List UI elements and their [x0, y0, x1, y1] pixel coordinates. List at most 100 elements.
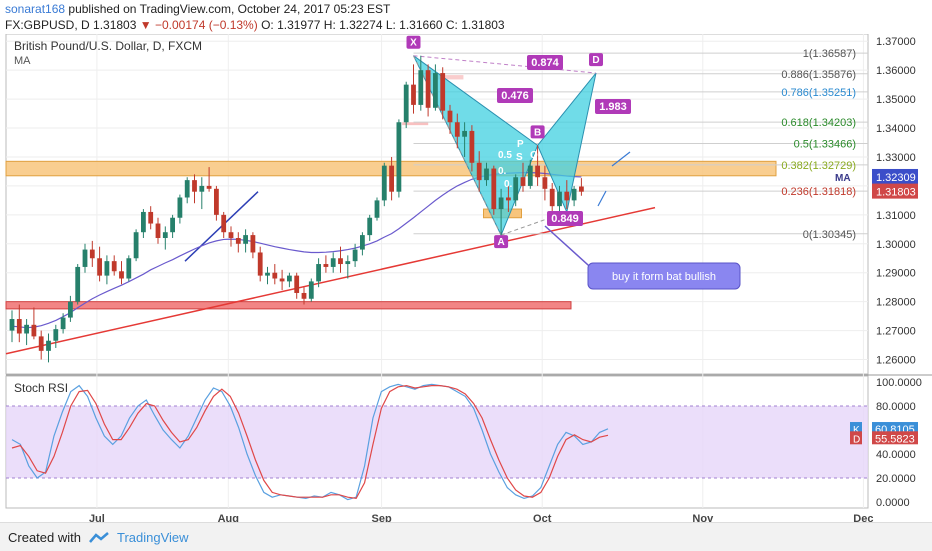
candle-body — [462, 130, 467, 137]
candle-body — [418, 70, 424, 105]
chart-title: British Pound/U.S. Dollar, D, FXCM — [14, 39, 202, 53]
candle-body — [97, 258, 102, 276]
stoch-y-tick-label: 40.0000 — [876, 449, 916, 461]
fib-level-label: 0.236(1.31818) — [781, 186, 856, 198]
candle-body — [301, 292, 307, 299]
candle-body — [352, 249, 358, 262]
callout-text: buy it form bat bullish — [612, 271, 716, 283]
last-price-value: 1.31803 — [876, 187, 916, 199]
candle-body — [75, 266, 81, 302]
small-zone — [402, 122, 429, 126]
tradingview-logo-icon — [89, 532, 109, 543]
author-name[interactable]: sonarat168 — [5, 2, 66, 16]
candle-body — [243, 235, 248, 244]
d-value-badge — [872, 431, 918, 445]
candle-body — [389, 165, 394, 192]
y-tick-label: 1.36000 — [876, 65, 916, 77]
candle-body — [221, 214, 227, 233]
pattern-annotation: 0.5 — [498, 150, 512, 161]
stoch-d-line — [11, 384, 609, 500]
fib-level-label: 0.786(1.35251) — [781, 87, 856, 99]
y-tick-label: 1.26000 — [876, 355, 916, 367]
candle-body — [579, 186, 584, 192]
pattern-annotation: Q — [530, 150, 538, 161]
candle-body — [535, 165, 540, 178]
tradingview-brand[interactable]: TradingView — [117, 530, 189, 545]
stoch-y-tick-label: 100.0000 — [876, 377, 922, 389]
candle-body — [46, 340, 51, 351]
candle-body — [323, 264, 329, 267]
candle-body — [308, 281, 314, 299]
candle-body — [16, 319, 22, 334]
candle-body — [425, 70, 431, 108]
candle-body — [440, 73, 446, 111]
candle-body — [60, 317, 66, 330]
y-tick-label: 1.27000 — [876, 326, 916, 338]
pattern-bcd — [537, 72, 597, 214]
candle-body — [250, 235, 256, 253]
candle-body — [111, 261, 117, 272]
k-tag-label: K — [853, 425, 860, 436]
pattern-point-label: X — [410, 38, 417, 49]
candle-body — [199, 185, 205, 192]
indicator-label: MA — [14, 55, 31, 67]
stoch-title: Stoch RSI — [14, 381, 68, 395]
stoch-y-tick-label: 20.0000 — [876, 473, 916, 485]
candle-body — [513, 177, 519, 201]
candle-body — [374, 200, 380, 218]
d-tag — [850, 431, 862, 445]
last-price: 1.31803 — [93, 18, 137, 32]
candle-body — [214, 188, 219, 215]
y-tick-label: 1.34000 — [876, 123, 916, 135]
candle-body — [330, 258, 336, 267]
candle-body — [133, 232, 139, 259]
last-price-badge — [872, 183, 918, 199]
ma-price-value: 1.32309 — [876, 172, 916, 184]
x-point-zone — [435, 75, 464, 80]
candle-body — [184, 180, 190, 198]
candle-body — [345, 261, 351, 265]
chart-header: sonarat168 published on TradingView.com,… — [0, 0, 932, 34]
fib-level-label: 0(1.30345) — [803, 229, 856, 241]
stoch-y-tick-label: 0.0000 — [876, 497, 910, 509]
ratio-badge — [527, 55, 563, 70]
candle-body — [192, 180, 197, 192]
x-tick-label: Sep — [372, 513, 392, 522]
fib-level-label: 0.886(1.35876) — [781, 69, 856, 81]
y-tick-label: 1.29000 — [876, 268, 916, 280]
x-tick-label: Dec — [853, 513, 873, 522]
symbol-label: FX:GBPUSD, D — [5, 18, 90, 32]
candle-body — [316, 264, 321, 282]
candle-body — [433, 73, 438, 108]
stoch-band — [6, 406, 868, 478]
pattern-annotation: 0. — [504, 179, 513, 190]
publish-info: published on TradingView.com, October 24… — [68, 2, 391, 16]
d-value: 55.5823 — [875, 433, 915, 445]
candle-body — [228, 232, 234, 238]
ratio-label: 0.476 — [501, 90, 529, 102]
candle-body — [206, 185, 212, 189]
candle-body — [141, 211, 146, 233]
footer-bar: Created with TradingView — [0, 522, 932, 551]
y-tick-label: 1.28000 — [876, 297, 916, 309]
candle-body — [557, 191, 562, 207]
y-tick-label: 1.30000 — [876, 239, 916, 251]
candle-body — [549, 188, 555, 207]
change-value: ▼ −0.00174 (−0.13%) — [139, 18, 258, 32]
pattern-point-marker — [494, 235, 509, 249]
candle-body — [82, 249, 88, 267]
candle-body — [542, 177, 548, 189]
x-tick-label: Aug — [218, 513, 239, 522]
stoch-y-tick-label: 80.0000 — [876, 401, 916, 413]
ratio-label: 1.983 — [599, 101, 627, 113]
created-with-text: Created with — [8, 530, 81, 545]
d-tag-label: D — [853, 434, 860, 445]
pattern-point-label: A — [497, 237, 504, 248]
candle-body — [411, 84, 416, 105]
chart-area[interactable]: Jul Aug Sep Oct Nov Dec 1.37000 1.36000 1.35000 1… — [0, 34, 932, 522]
ma-axis-tag: MA — [835, 173, 851, 184]
ma-price-badge — [872, 168, 918, 184]
publish-line: sonarat168 published on TradingView.com,… — [5, 2, 390, 16]
candle-body — [126, 258, 132, 279]
pattern-annotation: 0. — [498, 166, 507, 177]
